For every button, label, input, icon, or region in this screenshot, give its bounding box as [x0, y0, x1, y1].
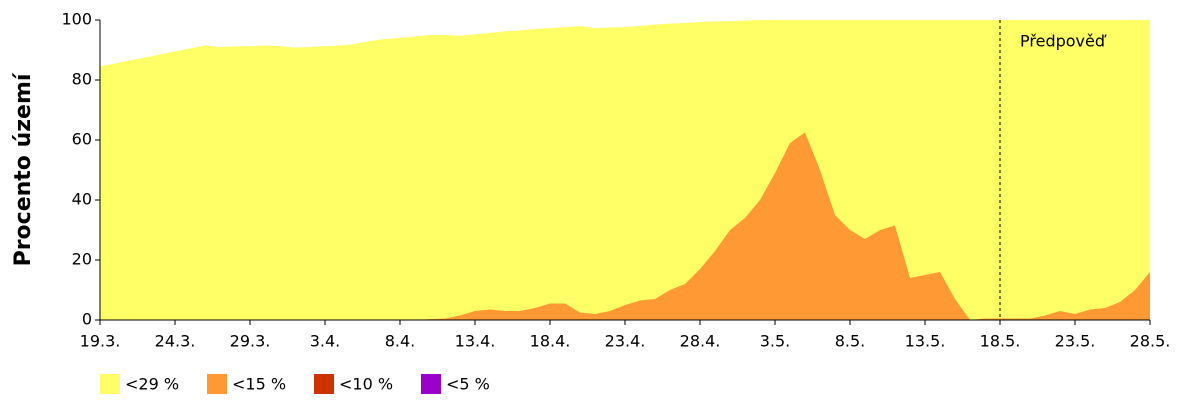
y-tick-label: 40: [72, 190, 92, 209]
x-tick-label: 13.5.: [905, 332, 946, 351]
y-tick-label: 0: [82, 310, 92, 329]
y-axis-label: Procento území: [11, 72, 36, 266]
legend-swatch: [421, 374, 441, 394]
legend-swatch: [207, 374, 227, 394]
legend-label: <10 %: [339, 375, 393, 394]
x-tick-label: 8.5.: [835, 332, 866, 351]
legend-label: <15 %: [232, 375, 286, 394]
legend-label: <29 %: [125, 375, 179, 394]
y-tick-label: 100: [61, 10, 92, 29]
x-tick-label: 3.4.: [310, 332, 341, 351]
x-tick-label: 24.3.: [155, 332, 196, 351]
x-tick-label: 23.4.: [605, 332, 646, 351]
y-tick-label: 80: [72, 70, 92, 89]
x-tick-label: 13.4.: [455, 332, 496, 351]
area: [100, 132, 1150, 320]
y-tick-label: 60: [72, 130, 92, 149]
x-tick-label: 23.5.: [1055, 332, 1096, 351]
x-tick-label: 18.4.: [530, 332, 571, 351]
legend-swatch: [100, 374, 120, 394]
legend-swatch: [314, 374, 334, 394]
legend-label: <5 %: [446, 375, 490, 394]
x-tick-label: 8.4.: [385, 332, 416, 351]
x-tick-label: 18.5.: [980, 332, 1021, 351]
x-tick-label: 29.3.: [230, 332, 271, 351]
x-tick-label: 28.4.: [680, 332, 721, 351]
annotation: Předpověď: [1020, 32, 1107, 51]
x-tick-label: 28.5.: [1130, 332, 1171, 351]
x-tick-label: 19.3.: [80, 332, 121, 351]
y-tick-label: 20: [72, 250, 92, 269]
x-tick-label: 3.5.: [760, 332, 791, 351]
area: [100, 20, 1150, 320]
